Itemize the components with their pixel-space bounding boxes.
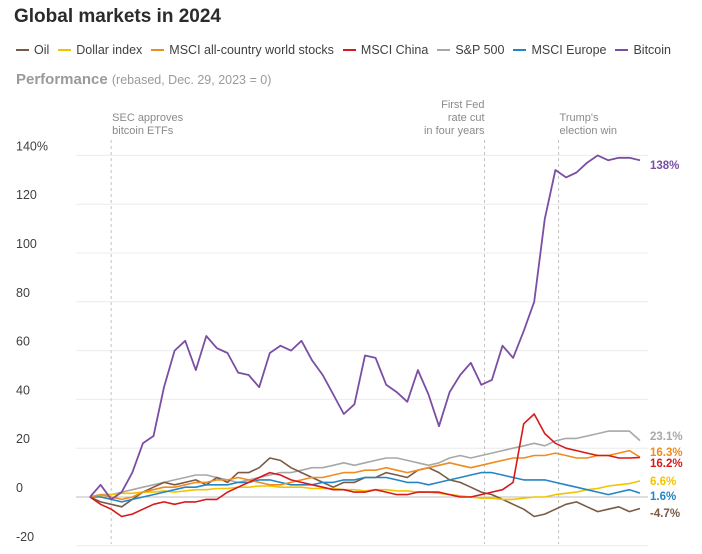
annotation-text: election win xyxy=(560,125,617,137)
chart-title: Global markets in 2024 xyxy=(14,6,221,27)
annotation-text: First Fed xyxy=(441,99,484,111)
legend-item-dollar: Dollar index xyxy=(58,43,142,57)
legend-label: S&P 500 xyxy=(455,43,505,57)
annotation-text: Trump's xyxy=(560,112,599,124)
legend-label: Oil xyxy=(34,43,50,57)
legend-item-bitcoin: Bitcoin xyxy=(615,43,671,57)
legend-swatch xyxy=(58,49,72,51)
annotation-text: bitcoin ETFs xyxy=(112,125,174,137)
legend-swatch xyxy=(513,49,527,51)
y-tick-label: 60 xyxy=(16,335,30,349)
legend-swatch xyxy=(342,49,356,51)
end-label-bitcoin: 138% xyxy=(650,160,679,172)
legend-label: MSCI China xyxy=(360,43,429,57)
legend-item-msci_china: MSCI China xyxy=(342,43,429,57)
legend-item-msci_world: MSCI all-country world stocks xyxy=(151,43,334,57)
legend-item-oil: Oil xyxy=(16,43,49,57)
y-tick-label: 100 xyxy=(16,237,37,251)
legend-item-msci_europe: MSCI Europe xyxy=(513,43,606,57)
y-tick-label: 140% xyxy=(16,139,48,153)
y-tick-label: -20 xyxy=(16,530,34,544)
series-line-msci_europe xyxy=(90,471,641,503)
legend-swatch xyxy=(615,49,629,51)
end-label-msci_china: 16.2% xyxy=(650,458,683,470)
subtitle-note: (rebased, Dec. 29, 2023 = 0) xyxy=(111,73,272,87)
legend-label: Dollar index xyxy=(76,43,143,57)
y-tick-label: 80 xyxy=(16,286,30,300)
legend-swatch xyxy=(151,49,165,51)
legend: Oil Dollar index MSCI all-country world st… xyxy=(16,40,702,57)
y-tick-label: 20 xyxy=(16,432,30,446)
legend-label: MSCI Europe xyxy=(531,43,607,57)
series-line-msci_china xyxy=(89,413,641,518)
series-line-msci_world xyxy=(89,449,641,501)
y-tick-label: 120 xyxy=(16,188,37,202)
chart-subtitle: Performance (rebased, Dec. 29, 2023 = 0) xyxy=(16,71,271,88)
series-line-dollar xyxy=(89,480,641,501)
annotation-text: SEC approves xyxy=(112,112,183,124)
end-label-dollar: 6.6% xyxy=(650,476,676,488)
y-tick-label: 40 xyxy=(16,383,30,397)
legend-label: Bitcoin xyxy=(633,43,671,57)
legend-label: MSCI all-country world stocks xyxy=(169,43,334,57)
legend-swatch xyxy=(16,49,29,51)
legend-swatch xyxy=(437,49,451,51)
annotation-text: rate cut xyxy=(448,112,485,124)
y-tick-label: 0 xyxy=(16,481,23,495)
annotation-text: in four years xyxy=(424,125,485,137)
series-line-sp500 xyxy=(89,430,641,498)
subtitle-label: Performance xyxy=(16,71,108,88)
legend-item-sp500: S&P 500 xyxy=(437,43,504,57)
end-label-oil: -4.7% xyxy=(650,508,680,520)
end-label-msci_europe: 1.6% xyxy=(650,491,676,503)
end-label-msci_world: 16.3% xyxy=(650,447,683,459)
series-line-bitcoin xyxy=(89,154,641,501)
end-label-sp500: 23.1% xyxy=(650,431,683,443)
